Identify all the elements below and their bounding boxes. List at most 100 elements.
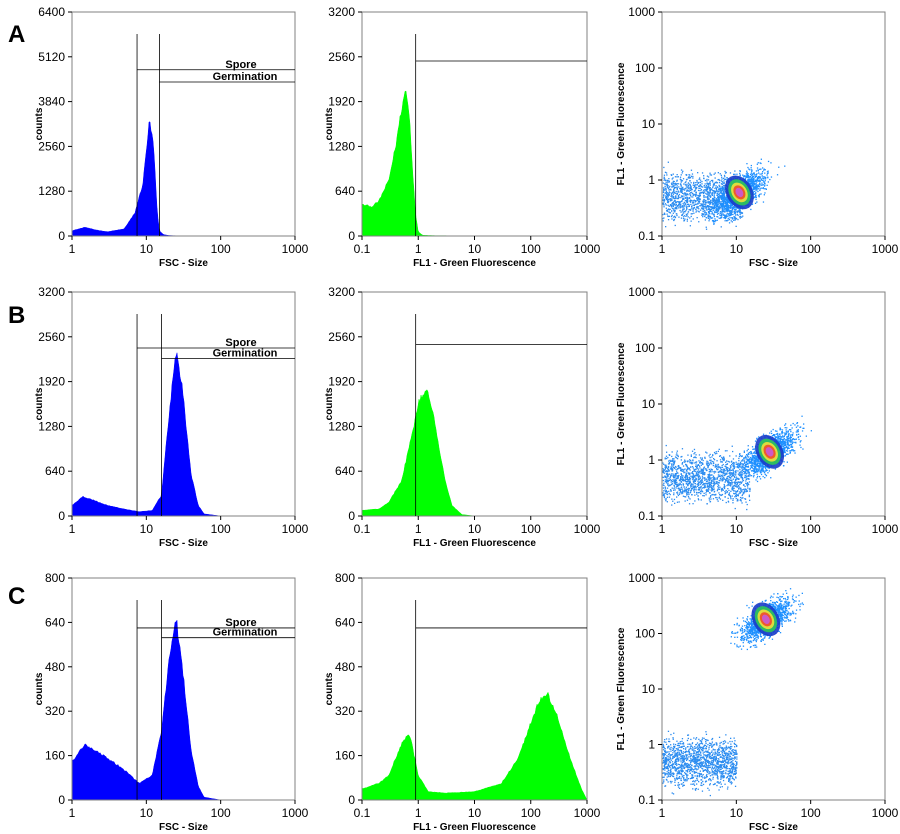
scatter-point <box>709 209 711 211</box>
scatter-point <box>692 202 695 204</box>
scatter-point <box>673 208 675 210</box>
scatter-point <box>663 490 665 492</box>
scatter-point <box>737 207 739 209</box>
scatter-point <box>757 170 759 172</box>
scatter-point <box>751 178 753 180</box>
scatter-point <box>733 215 735 218</box>
scatter-point <box>678 196 680 199</box>
scatter-point <box>680 191 682 193</box>
scatter-point <box>760 168 762 170</box>
scatter-point <box>678 203 681 205</box>
scatter-point <box>760 162 762 165</box>
scatter-point <box>721 472 724 474</box>
scatter-point <box>690 196 692 198</box>
scatter-point <box>739 211 741 214</box>
scatter-point <box>681 448 684 450</box>
scatter-point <box>761 182 763 184</box>
scatter-point <box>720 490 723 492</box>
scatter-point <box>695 485 697 488</box>
scatter-point <box>692 473 694 475</box>
scatter-point <box>699 200 701 203</box>
scatter-point <box>662 190 665 192</box>
scatter-point <box>730 214 732 216</box>
scatter-point <box>675 474 677 476</box>
scatter-point <box>667 483 669 485</box>
scatter-point <box>705 196 707 198</box>
scatter-point <box>695 457 697 459</box>
scatter-point <box>677 191 679 193</box>
scatter-point <box>721 187 723 189</box>
scatter-point <box>715 201 717 203</box>
scatter-point <box>748 456 750 458</box>
scatter-point <box>726 490 728 493</box>
scatter-point <box>707 478 710 480</box>
scatter-point <box>706 208 708 210</box>
scatter-point <box>664 489 666 491</box>
scatter-point <box>714 200 716 202</box>
scatter-point <box>776 430 778 432</box>
scatter-point <box>669 208 671 210</box>
scatter-point <box>662 468 664 470</box>
scatter-point <box>676 492 678 494</box>
scatter-point <box>705 478 707 480</box>
scatter-point <box>744 464 746 467</box>
scatter-point <box>673 480 675 482</box>
scatter-point <box>726 479 728 482</box>
scatter-point <box>699 480 701 482</box>
scatter-point <box>685 463 687 466</box>
scatter-point <box>716 482 719 484</box>
scatter-point <box>792 450 794 452</box>
scatter-point <box>764 192 766 194</box>
scatter-point <box>767 472 769 474</box>
scatter-point <box>751 169 753 172</box>
scatter-point <box>719 459 722 461</box>
scatter-point <box>761 175 763 177</box>
scatter-point <box>676 475 678 477</box>
scatter-point <box>703 191 705 193</box>
scatter-point <box>693 193 695 195</box>
y-tick-label: 3200 <box>38 285 65 299</box>
scatter-point <box>766 174 768 176</box>
scatter-point <box>722 479 724 481</box>
scatter-point <box>737 495 739 497</box>
scatter-point <box>759 462 761 464</box>
scatter-point <box>713 481 715 484</box>
scatter-point <box>695 472 697 474</box>
scatter-point <box>699 471 701 473</box>
scatter-point <box>680 179 682 181</box>
scatter-point <box>707 474 709 476</box>
scatter-point <box>674 467 676 470</box>
scatter-point <box>667 468 669 470</box>
scatter-point <box>684 211 686 213</box>
scatter-point <box>677 201 679 203</box>
plot-frame <box>71 11 296 237</box>
scatter-point <box>683 197 685 199</box>
scatter-point <box>716 452 718 455</box>
scatter-point <box>681 196 684 198</box>
scatter-point <box>717 481 720 484</box>
scatter-point <box>668 460 670 462</box>
scatter-point <box>684 200 687 202</box>
scatter-point <box>669 493 671 496</box>
scatter-point <box>723 485 726 487</box>
scatter-point <box>754 465 756 467</box>
scatter-point <box>672 173 674 175</box>
scatter-point <box>735 497 737 500</box>
scatter-point <box>723 456 725 458</box>
scatter-point <box>719 173 721 175</box>
scatter-point <box>725 466 727 468</box>
scatter-point <box>742 470 744 472</box>
scatter-point <box>673 218 676 221</box>
scatter-point <box>723 483 725 486</box>
scatter-point <box>662 220 664 222</box>
scatter-point <box>726 208 728 210</box>
scatter-point <box>681 463 683 465</box>
scatter-point <box>703 474 705 476</box>
scatter-point <box>782 435 784 437</box>
scatter-point <box>715 205 718 207</box>
scatter-point <box>682 490 684 492</box>
scatter-point <box>688 476 691 478</box>
scatter-point <box>710 459 712 461</box>
scatter-point <box>708 499 711 501</box>
scatter-point <box>708 473 711 475</box>
